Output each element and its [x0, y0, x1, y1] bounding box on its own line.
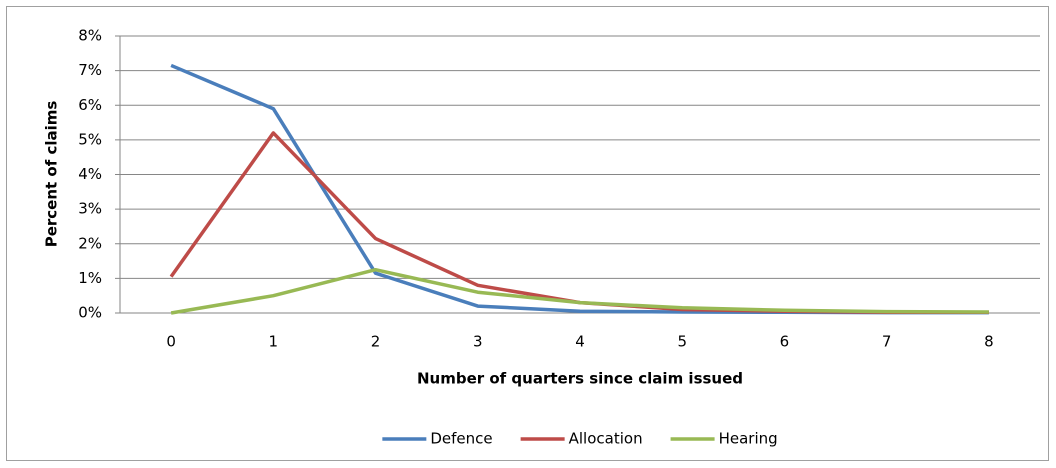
y-tick-label: 6%: [78, 96, 102, 114]
y-axis-title: Percent of claims: [43, 101, 61, 248]
series-line: [170, 267, 989, 315]
y-tick-label: 8%: [78, 27, 102, 45]
y-tick-label: 4%: [78, 165, 102, 183]
legend-label: Hearing: [719, 430, 778, 448]
x-tick-label: 1: [269, 333, 279, 351]
x-tick-label: 4: [575, 333, 585, 351]
y-tick-label: 1%: [78, 269, 102, 287]
y-tick-label: 2%: [78, 234, 102, 252]
x-tick-label: 3: [473, 333, 483, 351]
x-axis-title: Number of quarters since claim issued: [417, 370, 743, 388]
chart-frame: [6, 6, 1049, 461]
y-tick-label: 5%: [78, 130, 102, 148]
y-tick-label: 7%: [78, 61, 102, 79]
y-tick-label: 0%: [78, 304, 102, 322]
x-tick-label: 5: [677, 333, 687, 351]
x-tick-label: 0: [166, 333, 176, 351]
x-tick-label: 6: [780, 333, 790, 351]
legend-label: Defence: [430, 430, 492, 448]
legend-label: Allocation: [569, 430, 643, 448]
x-tick-label: 2: [371, 333, 381, 351]
x-tick-label: 7: [882, 333, 892, 351]
y-tick-label: 3%: [78, 200, 102, 218]
x-tick-label: 8: [984, 333, 994, 351]
